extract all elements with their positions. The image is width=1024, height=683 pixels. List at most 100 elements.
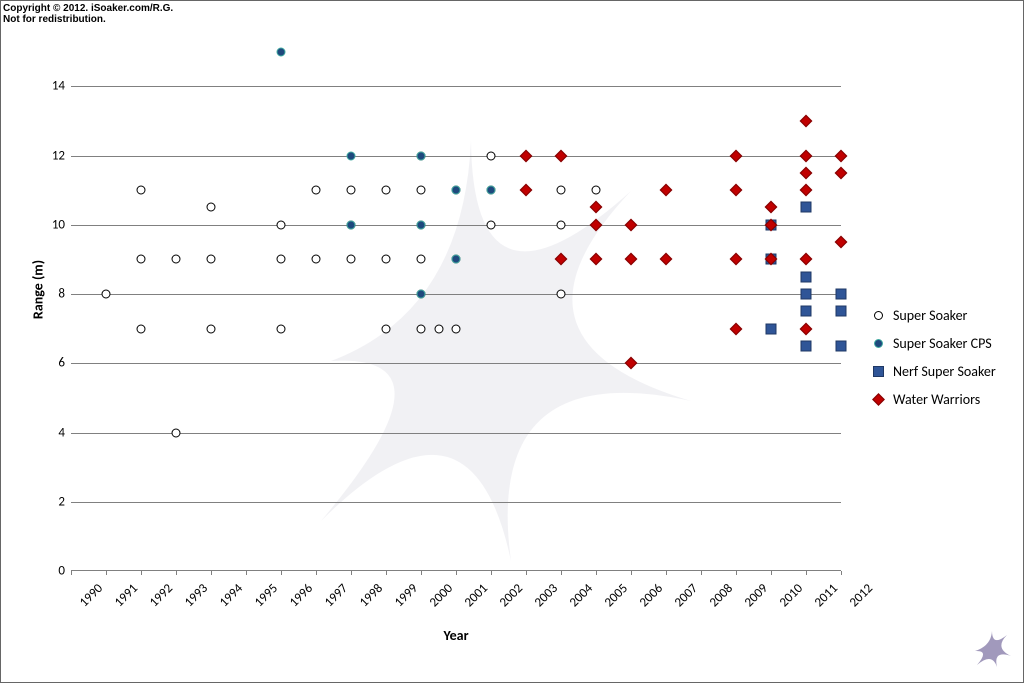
x-tick	[176, 571, 177, 575]
x-tick-label: 1998	[357, 581, 386, 610]
plot-area: 0246810121419901991199219931994199519961…	[71, 17, 841, 571]
data-point	[382, 255, 391, 264]
y-tick-label: 14	[41, 79, 65, 94]
chart-container: Copyright © 2012. iSoaker.com/R.G. Not f…	[0, 0, 1024, 683]
legend-item: Water Warriors	[871, 390, 996, 408]
x-tick	[246, 571, 247, 575]
data-point	[417, 255, 426, 264]
x-tick-label: 2007	[672, 581, 701, 610]
x-tick-label: 2000	[427, 581, 456, 610]
data-point	[172, 428, 181, 437]
data-point	[382, 324, 391, 333]
data-point	[347, 151, 356, 160]
x-tick-label: 1990	[77, 581, 106, 610]
gridline	[71, 363, 841, 364]
x-tick	[631, 571, 632, 575]
x-tick	[281, 571, 282, 575]
data-point	[520, 184, 533, 197]
x-tick	[386, 571, 387, 575]
legend-marker-icon	[871, 395, 885, 404]
corner-star-icon	[969, 629, 1015, 674]
x-tick-label: 2004	[567, 581, 596, 610]
x-tick	[456, 571, 457, 575]
data-point	[417, 220, 426, 229]
y-tick-label: 10	[41, 217, 65, 232]
data-point	[801, 271, 812, 282]
gridline	[71, 156, 841, 157]
data-point	[625, 218, 638, 231]
data-point	[557, 186, 566, 195]
data-point	[207, 203, 216, 212]
data-point	[555, 149, 568, 162]
y-axis-title: Range (m)	[30, 250, 47, 330]
data-point	[766, 323, 777, 334]
data-point	[625, 357, 638, 370]
legend-label: Nerf Super Soaker	[893, 363, 996, 380]
x-tick	[106, 571, 107, 575]
data-point	[417, 186, 426, 195]
x-tick	[351, 571, 352, 575]
data-point	[730, 322, 743, 335]
data-point	[417, 290, 426, 299]
legend-marker-icon	[871, 366, 885, 377]
data-point	[347, 186, 356, 195]
data-point	[487, 220, 496, 229]
x-tick-label: 1995	[252, 581, 281, 610]
data-point	[487, 151, 496, 160]
x-tick-label: 1997	[322, 581, 351, 610]
data-point	[730, 253, 743, 266]
x-tick-label: 1996	[287, 581, 316, 610]
x-tick	[561, 571, 562, 575]
data-point	[347, 255, 356, 264]
x-tick	[771, 571, 772, 575]
data-point	[765, 201, 778, 214]
x-tick-label: 2006	[637, 581, 666, 610]
data-point	[347, 220, 356, 229]
gridline	[71, 294, 841, 295]
x-tick	[211, 571, 212, 575]
x-tick-label: 1991	[112, 581, 141, 610]
y-tick-label: 6	[41, 356, 65, 371]
legend-label: Super Soaker	[893, 307, 967, 324]
data-point	[835, 166, 848, 179]
y-tick-label: 2	[41, 494, 65, 509]
x-tick-label: 2002	[497, 581, 526, 610]
data-point	[207, 324, 216, 333]
x-tick	[841, 571, 842, 575]
legend-marker-icon	[871, 311, 885, 320]
data-point	[801, 202, 812, 213]
data-point	[417, 324, 426, 333]
data-point	[434, 324, 443, 333]
data-point	[625, 253, 638, 266]
x-tick-label: 2003	[532, 581, 561, 610]
data-point	[137, 186, 146, 195]
data-point	[312, 186, 321, 195]
data-point	[730, 184, 743, 197]
data-point	[836, 340, 847, 351]
x-tick-label: 2011	[812, 581, 841, 610]
legend-item: Super Soaker	[871, 306, 996, 324]
copyright-notice: Copyright © 2012. iSoaker.com/R.G. Not f…	[3, 3, 173, 25]
data-point	[555, 253, 568, 266]
data-point	[137, 324, 146, 333]
data-point	[835, 149, 848, 162]
data-point	[836, 289, 847, 300]
data-point	[592, 186, 601, 195]
data-point	[730, 149, 743, 162]
x-tick-label: 2008	[707, 581, 736, 610]
gridline	[71, 433, 841, 434]
data-point	[590, 253, 603, 266]
legend-item: Super Soaker CPS	[871, 334, 996, 352]
gridline	[71, 86, 841, 87]
data-point	[835, 236, 848, 249]
data-point	[590, 201, 603, 214]
x-tick-label: 2009	[742, 581, 771, 610]
data-point	[557, 290, 566, 299]
gridline	[71, 225, 841, 226]
copyright-line-1: Copyright © 2012. iSoaker.com/R.G.	[3, 3, 173, 14]
x-tick	[141, 571, 142, 575]
y-tick-label: 4	[41, 425, 65, 440]
x-tick	[596, 571, 597, 575]
x-tick	[71, 571, 72, 575]
x-tick-label: 2010	[777, 581, 806, 610]
